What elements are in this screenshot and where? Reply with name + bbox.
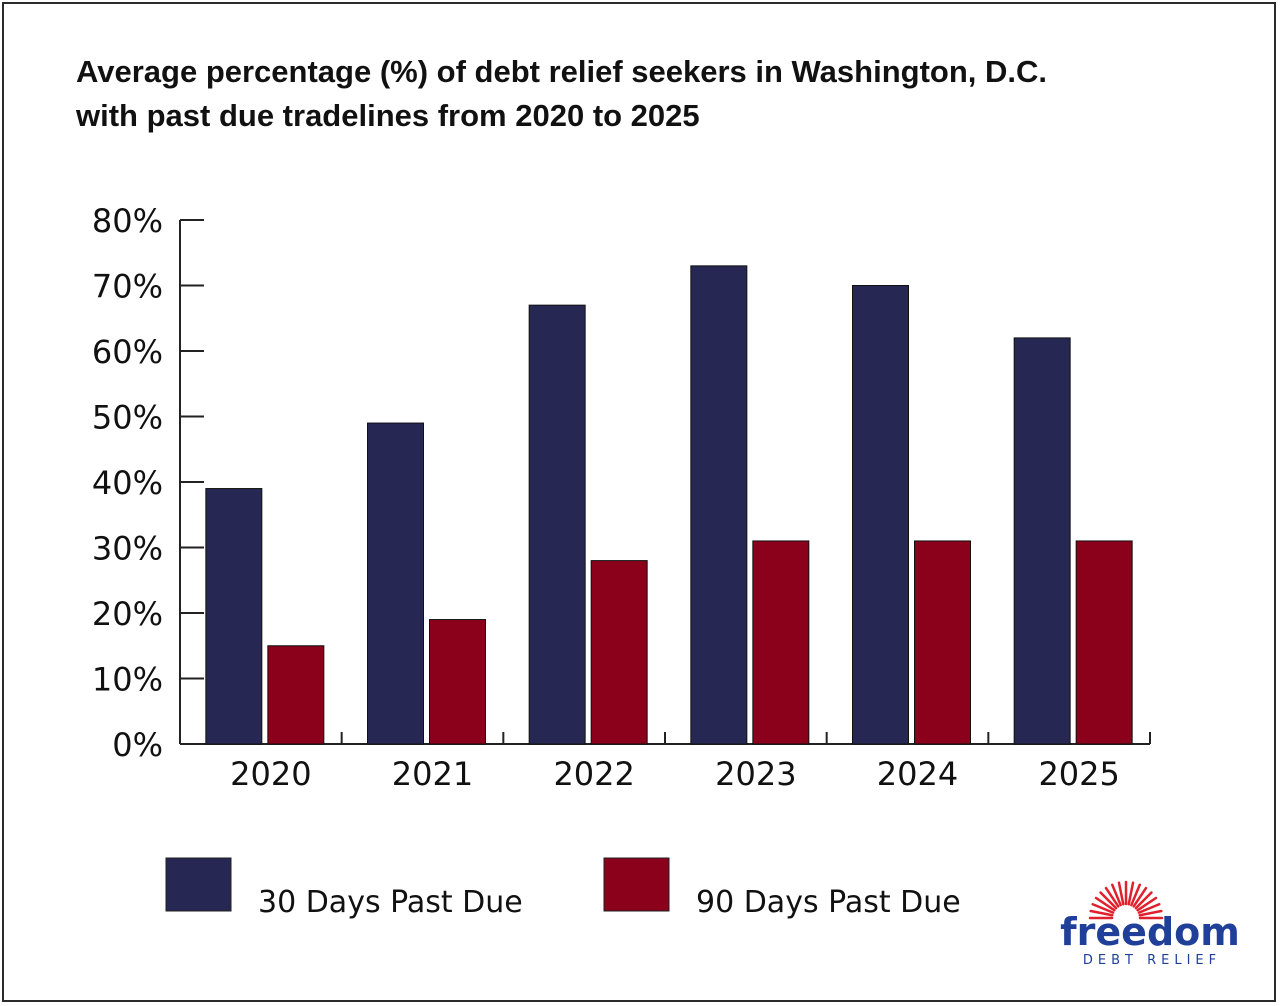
bar-90-days-2025 xyxy=(1075,540,1133,745)
sun-ray xyxy=(1132,886,1148,908)
bar-90-days-2020 xyxy=(267,645,325,745)
bar-30-days-2024 xyxy=(852,285,909,745)
bar-30-days-2021 xyxy=(367,422,424,745)
sun-ray xyxy=(1127,881,1135,906)
sun-ray xyxy=(1117,881,1125,906)
y-tick-label: 30% xyxy=(92,530,163,568)
y-tick-label: 60% xyxy=(92,333,163,371)
legend-label-90-days: 90 Days Past Due xyxy=(696,885,961,920)
bar-30-days-2025 xyxy=(1013,337,1071,745)
bar-30-days-2020 xyxy=(205,488,263,745)
y-tick-label: 70% xyxy=(92,268,163,306)
y-tick-label: 80% xyxy=(92,202,163,240)
x-axis: 2020 2021 2022 2023 2024 2025 xyxy=(180,732,1151,793)
freedom-logo: freedom DEBT RELIEF xyxy=(1060,880,1240,968)
sun-ray xyxy=(1091,902,1115,914)
title-line-2: with past due tradelines from 2020 to 20… xyxy=(76,98,700,133)
sun-ray xyxy=(1099,891,1118,910)
legend-swatch-30-days xyxy=(165,857,232,912)
sun-ray xyxy=(1089,909,1114,917)
sun-ray xyxy=(1136,896,1158,912)
sun-ray xyxy=(1138,909,1163,917)
title-line-1: Average percentage (%) of debt relief se… xyxy=(76,54,1047,89)
bar-90-days-2021 xyxy=(429,619,486,745)
chart-title: Average percentage (%) of debt relief se… xyxy=(76,50,1236,138)
bar-30-days-2022 xyxy=(528,304,586,745)
bars xyxy=(205,265,1133,745)
bar-90-days-2024 xyxy=(914,540,971,745)
x-tick-label: 2021 xyxy=(392,755,473,793)
sun-ray xyxy=(1094,896,1116,912)
sunburst-icon xyxy=(1088,880,1164,920)
sun-ray xyxy=(1130,883,1142,907)
legend: 30 Days Past Due 90 Days Past Due xyxy=(165,857,961,920)
x-tick-label: 2025 xyxy=(1038,755,1119,793)
sun-ray xyxy=(1137,902,1161,914)
x-tick-label: 2024 xyxy=(877,755,958,793)
x-tick-label: 2023 xyxy=(715,755,796,793)
x-tick-label: 2022 xyxy=(553,755,634,793)
y-tick-label: 0% xyxy=(112,726,163,764)
legend-label-30-days: 30 Days Past Due xyxy=(258,885,523,920)
bar-90-days-2022 xyxy=(590,560,648,745)
bar-90-days-2023 xyxy=(752,540,810,745)
y-tick-label: 20% xyxy=(92,595,163,633)
legend-swatch-90-days xyxy=(603,857,670,912)
sun-ray xyxy=(1110,883,1122,907)
y-tick-label: 10% xyxy=(92,661,163,699)
sun-ray xyxy=(1134,891,1153,910)
y-axis: 0% 10% 20% 30% 40% 50% 60% 70% 80% xyxy=(92,202,204,764)
logo-wordmark: freedom xyxy=(1060,910,1240,954)
bar-30-days-2023 xyxy=(690,265,748,745)
x-tick-label: 2020 xyxy=(230,755,311,793)
sun-ray xyxy=(1104,886,1120,908)
y-tick-label: 40% xyxy=(92,464,163,502)
logo-subtitle: DEBT RELIEF xyxy=(1083,953,1221,968)
y-tick-label: 50% xyxy=(92,399,163,437)
